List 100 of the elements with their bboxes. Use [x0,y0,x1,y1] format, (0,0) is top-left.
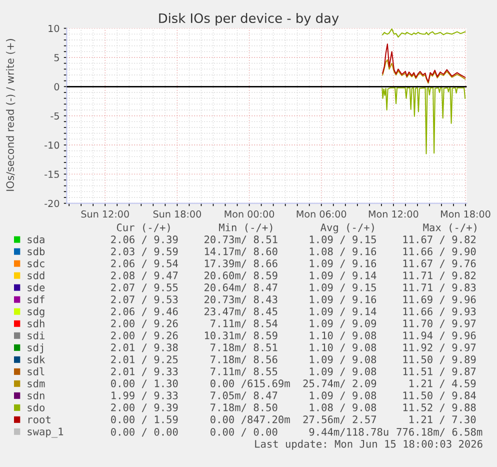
legend-label: sdo [28,403,45,412]
text: 10.31m/ 8.59 [204,332,278,340]
text: 2.01 / 9.25 [111,356,178,364]
text: 1.09 / 9.08 [310,356,376,364]
y-tick-label: -5 [50,112,59,120]
text: 27.56m/ 2.57 [303,416,376,424]
text: 20.60m/ 8.59 [204,272,278,280]
y-tick-label: 0 [54,83,60,90]
text: 11.94 / 9.96 [403,332,476,340]
text: 20.73m/ 8.51 [204,236,278,244]
text: 7.05m/ 8.47 [210,392,278,400]
text: Last update: Mon Jun 15 18:00:03 2026 [255,440,482,450]
text: 2.06 / 9.46 [111,308,178,316]
text: 11.67 / 9.76 [403,260,476,268]
x-tick-label: Sun 18:00 [153,210,202,218]
text: 1.10 / 9.08 [310,332,376,340]
text: 2.00 / 9.26 [111,320,178,328]
text: 7.18m/ 8.51 [210,344,278,352]
text: 776.18m/ 6.58m [396,428,482,437]
legend-label: sdn [28,391,44,400]
legend-label: sdm [28,379,45,388]
text: 11.50 / 9.89 [403,356,476,364]
text: 1.09 / 9.16 [310,296,376,304]
text: 0.00 / 1.59 [111,416,178,424]
text: Min (-/+) [219,223,272,233]
chart-title: Disk IOs per device - by day [159,13,339,26]
legend-label: sdk [28,355,46,364]
text: 11.71 / 9.83 [403,284,476,292]
text: 2.06 / 9.54 [111,260,178,268]
text: 1.09 / 9.08 [310,368,376,376]
legend-label: sda [28,235,44,244]
legend-label: sde [28,283,45,292]
legend-label: sdb [28,247,45,256]
text: 7.11m/ 8.55 [210,368,278,376]
y-tick-label: 5 [54,54,59,62]
text: 0.00 / 0.00 [210,428,278,437]
line-series [382,28,466,38]
text: 7.18m/ 8.50 [210,404,278,412]
text: 7.11m/ 8.54 [210,320,278,328]
text: 1.99 / 9.33 [112,392,178,400]
text: 0.00 / 0.00 [111,428,178,437]
y-tick-label: -10 [44,141,60,149]
text: 1.09 / 9.08 [310,392,376,400]
text: 1.09 / 9.09 [310,320,376,328]
text: 1.09 / 9.14 [310,308,376,316]
text: 11.52 / 9.88 [403,404,476,412]
text: 2.07 / 9.55 [111,284,178,292]
legend-label: sdh [28,319,44,328]
line-series [382,59,466,84]
text: 1.08 / 9.08 [310,404,376,412]
text: 1.21 / 7.30 [410,416,476,424]
text: 2.01 / 9.33 [111,368,178,376]
text: 17.39m/ 8.66 [204,260,278,268]
text: 25.74m/ 2.09 [303,380,376,388]
text: 9.44m/118.78u [309,428,388,437]
text: 11.50 / 9.84 [403,392,476,400]
line-series [382,44,466,82]
text: 2.00 / 9.39 [111,404,178,412]
x-tick-label: Mon 12:00 [368,210,418,218]
text: 0.00 /615.69m [210,380,290,388]
legend-label: sdi [28,331,44,340]
legend-label: sdf [28,295,44,304]
text: 11.70 / 9.97 [403,320,476,328]
text: Cur (-/+) [116,223,170,233]
text: 11.71 / 9.82 [403,272,476,280]
text: 2.00 / 9.26 [111,332,178,340]
text: 20.73m/ 8.43 [204,296,278,304]
text: 0.00 / 1.30 [111,380,178,388]
text: 11.67 / 9.82 [403,236,476,244]
text: 0.00 /847.20m [210,416,290,424]
legend-label: sdl [28,367,44,376]
y-tick-label: -20 [44,200,60,208]
y-axis-title: IOs/second read (-) / write (+) [6,39,16,191]
legend-label: swap_1 [28,428,64,438]
text: 2.01 / 9.38 [111,344,178,352]
text: 23.47m/ 8.45 [204,308,278,316]
text: 1.10 / 9.08 [310,344,376,352]
legend-label: root [28,416,50,424]
text: 1.21 / 4.59 [410,380,476,388]
line-series [382,87,466,154]
legend-label: sdc [28,259,44,268]
text: 11.66 / 9.93 [403,308,476,316]
legend-label: sdg [28,307,44,318]
text: 1.08 / 9.16 [310,248,376,256]
legend-label: sdj [28,343,43,354]
text: 1.09 / 9.14 [310,272,376,280]
text: 2.08 / 9.47 [111,272,178,280]
text: 14.17m/ 8.60 [204,248,278,256]
text: 2.07 / 9.53 [111,296,178,304]
text: 2.03 / 9.59 [111,248,178,256]
legend-label: sdd [28,271,44,280]
text: 11.66 / 9.90 [403,248,476,256]
text: 1.09 / 9.15 [310,284,376,292]
y-tick-label: -15 [44,170,59,178]
x-tick-label: Mon 00:00 [224,210,274,218]
text: 2.06 / 9.39 [111,236,178,244]
text: 11.92 / 9.97 [403,344,476,352]
text: 1.09 / 9.15 [310,236,376,244]
y-tick-label: 10 [48,24,60,32]
text: 1.09 / 9.16 [310,260,376,268]
